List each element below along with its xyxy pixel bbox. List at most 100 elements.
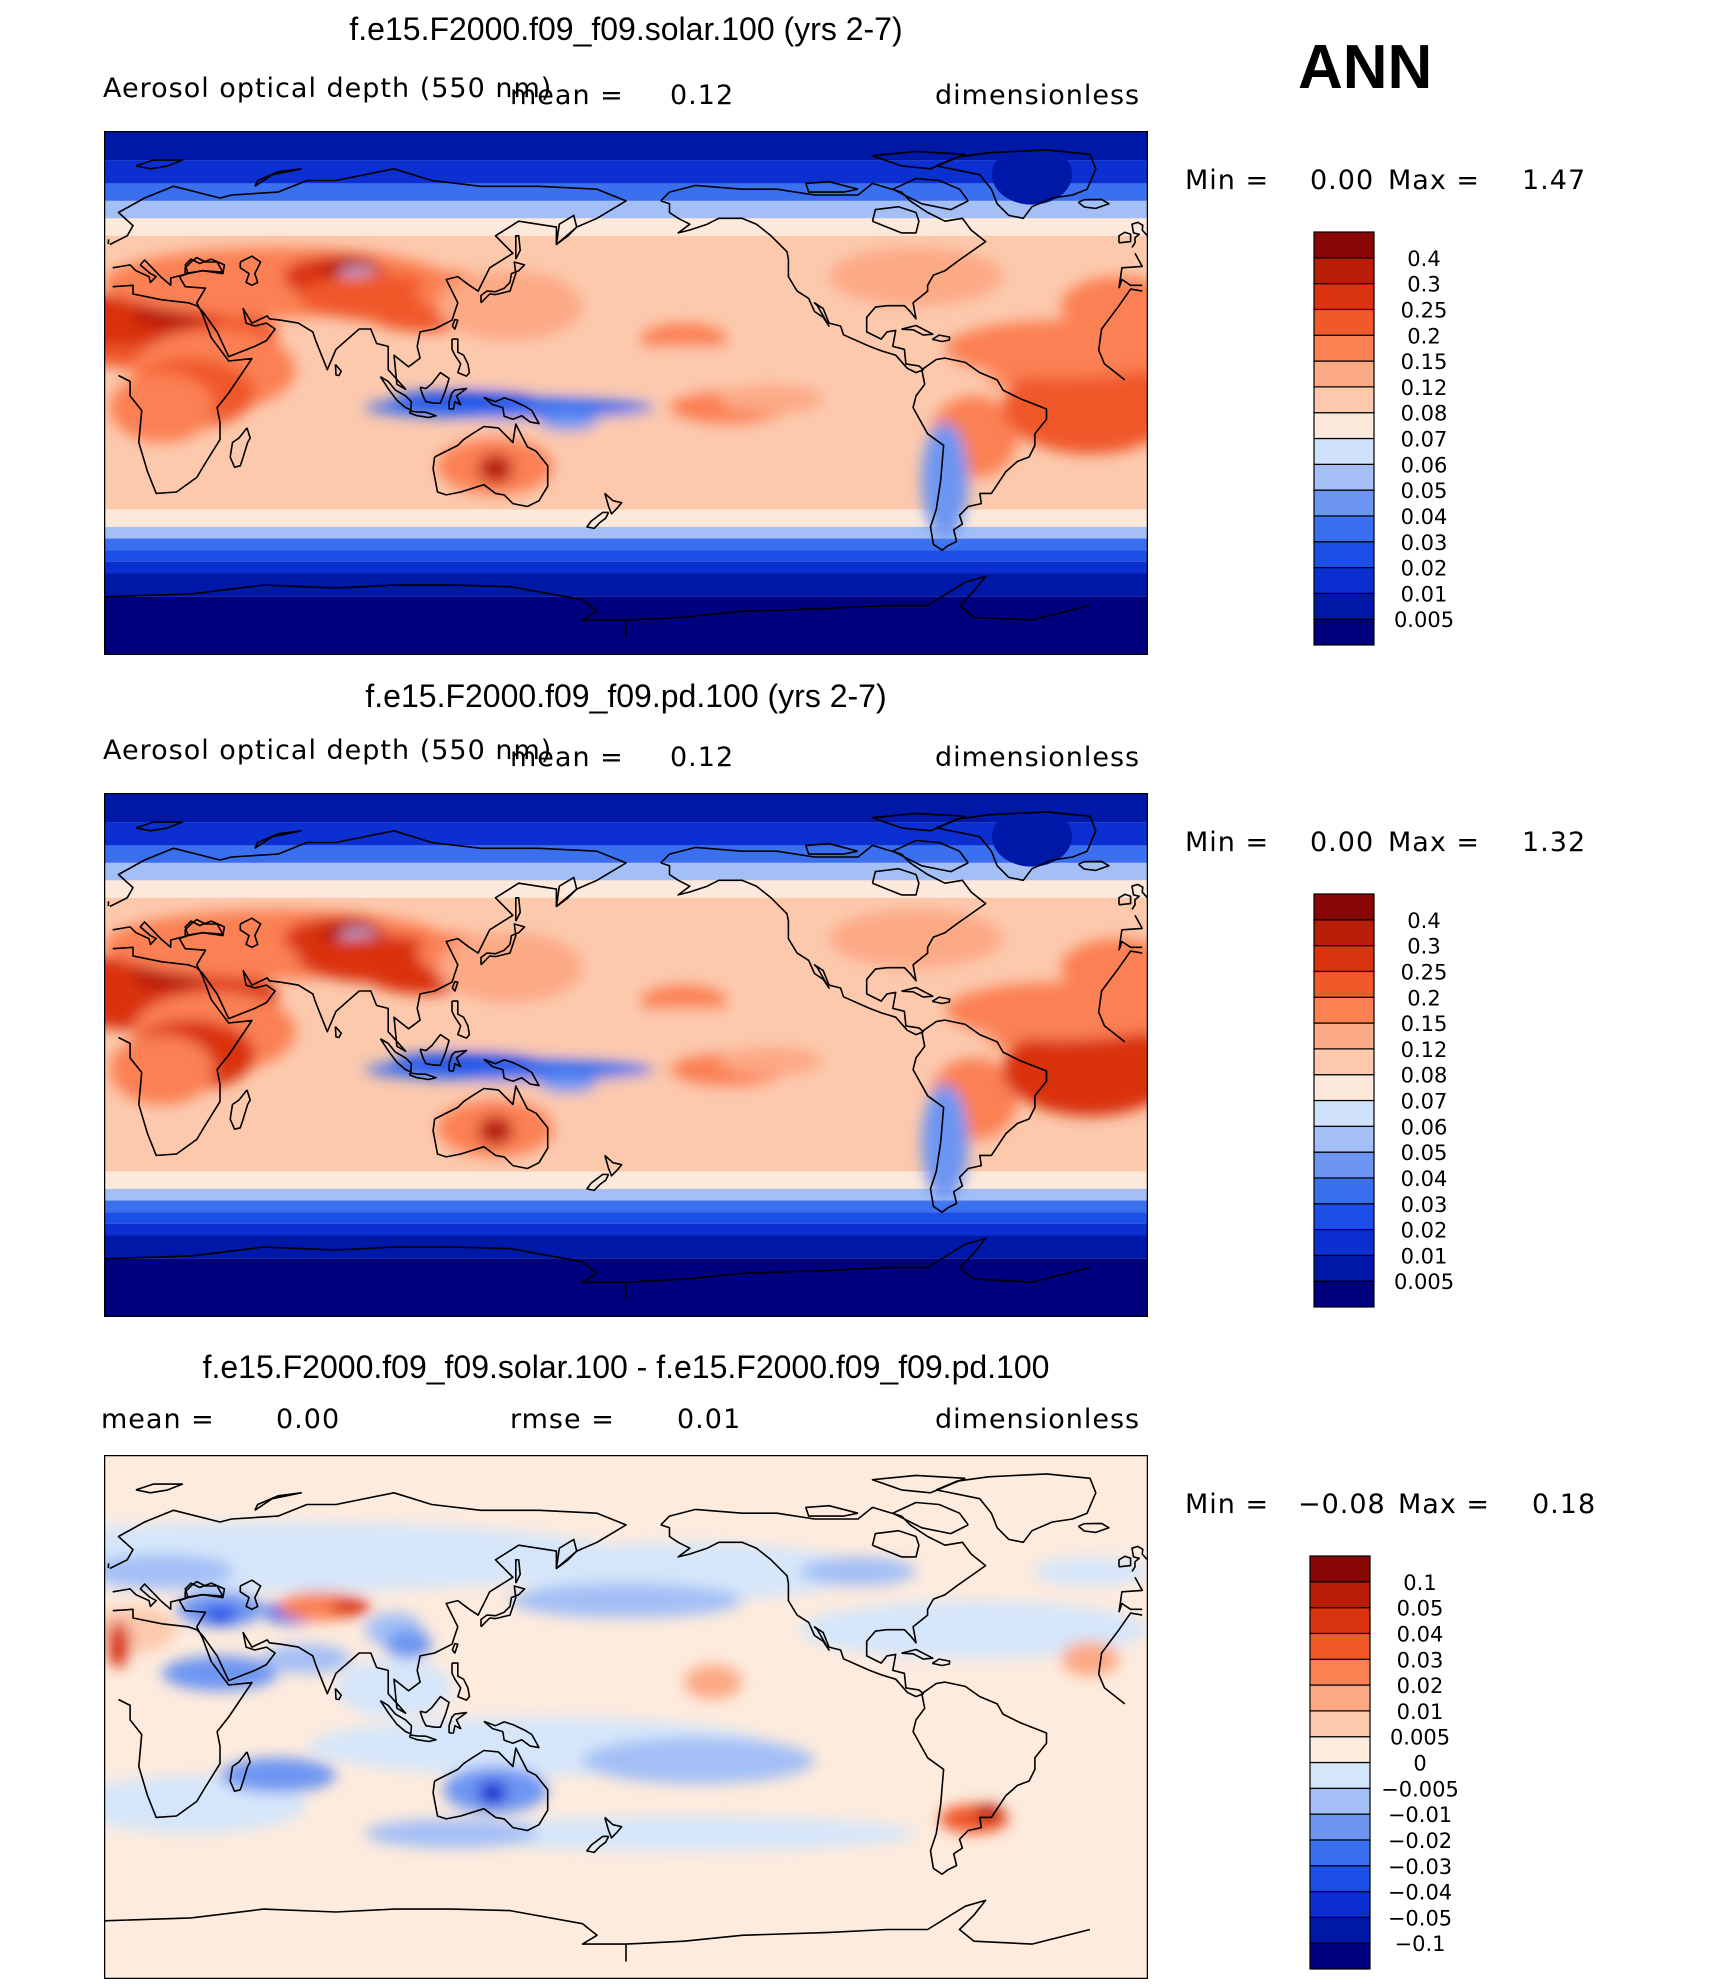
map-diff-region — [478, 1781, 508, 1805]
coastline-ellesmere — [871, 812, 966, 832]
coastline-newzealand_n — [604, 492, 623, 515]
coastline-japan — [480, 923, 526, 966]
coastline-sulawesi — [448, 387, 468, 410]
colorbar-tick-label: 0.2 — [1407, 324, 1440, 348]
coastline-srilanka — [334, 1025, 342, 1039]
map-diff-region — [510, 1583, 742, 1619]
colorbar-box — [1313, 1203, 1375, 1231]
coastline-australia — [432, 1747, 549, 1832]
coastline-victoria — [805, 180, 859, 193]
colorbar-box — [1309, 1658, 1371, 1686]
panel-1-title: f.e15.F2000.f09_f09.solar.100 (yrs 2-7) — [349, 11, 903, 47]
colorbar-box — [1313, 1177, 1375, 1205]
coastline-blacksea — [184, 256, 224, 275]
colorbar-tick-label: 0.15 — [1401, 1012, 1448, 1036]
colorbar-tick-label: 0.03 — [1401, 531, 1448, 555]
panel-3-colorbar: −0.1−0.05−0.04−0.03−0.02−0.01−0.00500.00… — [1309, 1555, 1459, 1970]
colorbar-tick-label: 0.25 — [1401, 960, 1448, 984]
colorbar-box — [1309, 1736, 1371, 1764]
coastline-madagascar — [229, 1089, 251, 1130]
colorbar-tick-label: 0.06 — [1401, 453, 1448, 477]
map-aod-region — [1003, 1022, 1148, 1117]
coastline-svalbard — [135, 159, 184, 170]
coastline-taiwan — [451, 980, 459, 992]
coastline-ireland — [1118, 893, 1132, 906]
colorbar-tick-label: 0.02 — [1401, 557, 1448, 581]
map-lat-band — [104, 183, 1148, 201]
coastline-sulawesi — [448, 1711, 468, 1734]
colorbar-tick-label: 0.005 — [1394, 1270, 1454, 1294]
coastline-uk — [107, 221, 1148, 248]
map-arctic-region — [992, 806, 1072, 867]
map-lat-band — [104, 845, 1148, 863]
coastline-newguinea — [483, 396, 540, 425]
map-aod-region — [1061, 938, 1148, 997]
colorbar-box — [1313, 515, 1375, 543]
map-lat-band — [104, 822, 1148, 846]
colorbar-box — [1313, 412, 1375, 440]
colorbar-box — [1313, 893, 1375, 921]
colorbar-tick-label: 0.02 — [1397, 1674, 1444, 1698]
map-lat-band — [104, 1171, 1148, 1189]
colorbar-tick-label: 0.04 — [1401, 505, 1448, 529]
coastline-borneo — [419, 1695, 450, 1728]
coastline-philippines — [451, 1000, 471, 1039]
coastline-borneo — [419, 371, 450, 404]
coastline-eurasia — [109, 830, 1143, 1157]
colorbar-tick-label: −0.04 — [1388, 1881, 1452, 1905]
colorbar-tick-label: 0.04 — [1401, 1167, 1448, 1191]
map-lat-band — [104, 1223, 1148, 1236]
colorbar-tick-label: 0.04 — [1397, 1622, 1444, 1646]
panel-3-mean-value: 0.00 — [276, 1404, 341, 1435]
coastline-java — [409, 410, 437, 419]
coastline-sakhalin — [515, 235, 521, 260]
map-lat-band — [104, 509, 1148, 527]
colorbar-tick-label: 0.005 — [1390, 1726, 1450, 1750]
coastline-srilanka — [334, 363, 342, 377]
map-diff-region — [684, 1664, 742, 1700]
coastline-ellesmere — [871, 1474, 966, 1494]
map-diff-region — [385, 1629, 432, 1659]
coastline-ireland — [1118, 1555, 1132, 1568]
colorbar-box — [1313, 970, 1375, 998]
panel-3-max-value: 0.18 — [1532, 1489, 1597, 1520]
map-lat-band — [104, 160, 1148, 184]
colorbar-tick-label: −0.03 — [1388, 1855, 1452, 1879]
colorbar-tick-label: 0.25 — [1401, 298, 1448, 322]
colorbar-tick-label: −0.05 — [1388, 1906, 1452, 1930]
colorbar-tick-label: 0.03 — [1397, 1648, 1444, 1672]
coastline-blacksea — [184, 1580, 224, 1599]
coastline-svalbard — [135, 1483, 184, 1494]
coastline-uk — [107, 883, 1148, 910]
colorbar-box — [1313, 283, 1375, 311]
map-aod-region — [718, 384, 824, 414]
colorbar-box — [1313, 1125, 1375, 1153]
colorbar-box — [1313, 1280, 1375, 1308]
coastline-kamchatka — [555, 214, 578, 246]
colorbar-box — [1309, 1581, 1371, 1609]
coastline-caspian — [239, 917, 262, 949]
panel-1-colorbar: 0.0050.010.020.030.040.050.060.070.080.1… — [1313, 231, 1454, 646]
coastline-greenland — [935, 811, 1097, 882]
map-diff-region — [104, 1553, 235, 1589]
coastline-java — [409, 1072, 437, 1081]
colorbar-box — [1313, 1099, 1375, 1127]
panel-2-title: f.e15.F2000.f09_f09.pd.100 (yrs 2-7) — [365, 678, 887, 714]
map-diff-region — [800, 1600, 1148, 1659]
panel-2-mean-value: 0.12 — [670, 742, 735, 773]
colorbar-tick-label: 0.03 — [1401, 1193, 1448, 1217]
coastline-victoria — [805, 1504, 859, 1517]
coastline-svalbard — [135, 821, 184, 832]
colorbar-box — [1309, 1787, 1371, 1815]
map-diff-region — [202, 1606, 238, 1624]
coastline-northamerica — [660, 844, 987, 1036]
panel-2-min-value: 0.00 — [1310, 827, 1375, 858]
map-diff-region — [336, 1658, 452, 1717]
coastline-philippines — [451, 1662, 471, 1701]
map-lat-band — [104, 550, 1148, 562]
colorbar-box — [1313, 257, 1375, 285]
coastline-hispaniola — [931, 334, 951, 343]
map-lat-band — [104, 793, 1148, 823]
coastline-sakhalin — [515, 1559, 521, 1584]
colorbar-box — [1309, 1632, 1371, 1660]
